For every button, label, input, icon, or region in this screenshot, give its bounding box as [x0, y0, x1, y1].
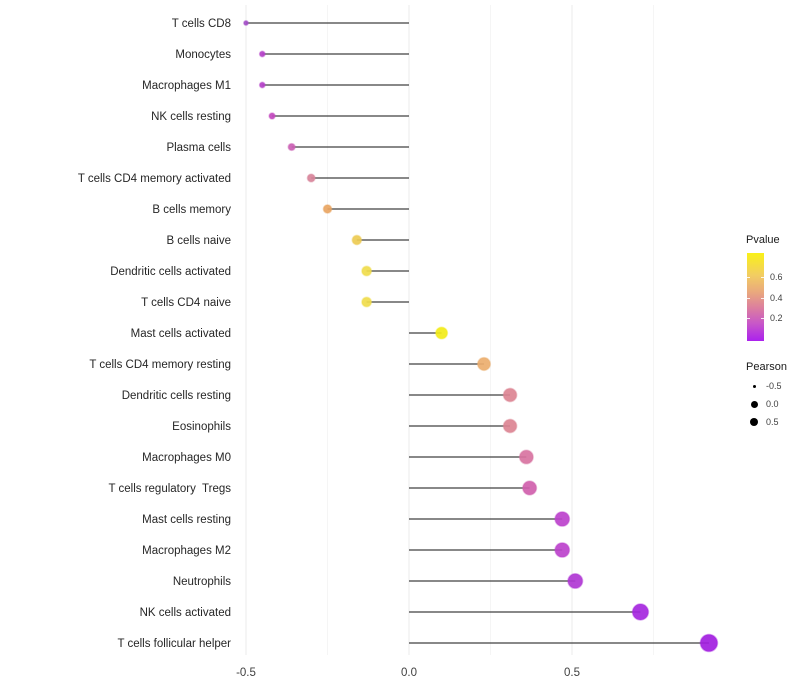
- category-label: Neutrophils: [173, 576, 231, 588]
- x-axis-tick-label: 0.5: [564, 667, 580, 679]
- category-label: T cells CD4 naive: [141, 297, 231, 309]
- category-label: NK cells resting: [151, 111, 231, 123]
- pearson-dot-large-icon: [750, 418, 758, 426]
- pearson-dot-small-cell: [746, 384, 762, 388]
- category-label: Monocytes: [175, 49, 231, 61]
- pvalue-colorbar: [747, 253, 764, 341]
- pearson-legend-label: 0.5: [766, 417, 779, 427]
- colorbar-tick-label: 0.4: [770, 292, 783, 303]
- data-point: [554, 511, 571, 527]
- pvalue-legend-title: Pvalue: [746, 234, 780, 246]
- category-label: Mast cells activated: [131, 328, 231, 340]
- data-point: [351, 234, 363, 246]
- category-label: B cells memory: [152, 204, 231, 216]
- pearson-legend-label: 0.0: [766, 399, 779, 409]
- pearson-size-legend: -0.5 0.0 0.5: [746, 377, 782, 431]
- category-label: T cells CD8: [172, 18, 231, 30]
- data-point: [361, 265, 373, 277]
- data-point: [567, 572, 584, 590]
- category-label: Mast cells resting: [142, 514, 231, 526]
- category-label: NK cells activated: [140, 607, 231, 619]
- category-label: Dendritic cells activated: [110, 266, 231, 278]
- data-point: [322, 204, 333, 214]
- colorbar-tick: [761, 297, 764, 299]
- category-label: Macrophages M1: [142, 80, 231, 92]
- legend: Pvalue 0.6 0.4 0.2 Pearson -0.5 0.0: [744, 0, 800, 700]
- colorbar-tick: [747, 297, 750, 299]
- category-label: T cells CD4 memory activated: [78, 173, 231, 185]
- category-label: B cells naive: [166, 235, 231, 247]
- data-point: [361, 296, 373, 308]
- category-label: Eosinophils: [172, 421, 231, 433]
- data-point: [306, 173, 316, 183]
- data-point: [699, 633, 719, 653]
- pearson-dot-large-cell: [746, 418, 762, 426]
- colorbar-tick: [747, 317, 750, 319]
- pearson-dot-medium-icon: [750, 400, 758, 408]
- pearson-legend-item: -0.5: [746, 377, 782, 395]
- data-point: [243, 20, 249, 26]
- category-label: Macrophages M2: [142, 545, 231, 557]
- data-point: [502, 387, 518, 403]
- pearson-legend-item: 0.0: [746, 395, 782, 413]
- colorbar-tick: [761, 277, 764, 279]
- data-point: [502, 418, 518, 434]
- data-point: [554, 542, 571, 558]
- data-point: [258, 81, 266, 89]
- category-label: Plasma cells: [166, 142, 231, 154]
- x-axis-tick-label: 0.0: [401, 667, 417, 679]
- category-label: T cells CD4 memory resting: [89, 359, 231, 371]
- pearson-dot-small-icon: [752, 384, 756, 388]
- colorbar-tick: [761, 317, 764, 319]
- data-point: [287, 142, 296, 152]
- data-point: [631, 603, 650, 621]
- data-point: [268, 112, 276, 120]
- pearson-legend-title: Pearson: [746, 361, 787, 373]
- x-axis-tick-label: -0.5: [236, 667, 256, 679]
- colorbar-tick-label: 0.6: [770, 272, 783, 283]
- data-point: [435, 326, 449, 340]
- pearson-dot-medium-cell: [746, 400, 762, 408]
- data-point: [518, 449, 534, 465]
- data-point: [522, 480, 538, 496]
- pearson-legend-label: -0.5: [766, 381, 782, 391]
- category-label: Dendritic cells resting: [122, 390, 231, 402]
- colorbar-tick-label: 0.2: [770, 312, 783, 323]
- category-label: T cells follicular helper: [117, 638, 231, 650]
- data-point: [258, 50, 266, 58]
- data-point: [476, 356, 492, 372]
- category-label: T cells regulatory Tregs: [108, 483, 231, 495]
- category-label: Macrophages M0: [142, 452, 231, 464]
- pearson-legend-item: 0.5: [746, 413, 782, 431]
- colorbar-tick: [747, 277, 750, 279]
